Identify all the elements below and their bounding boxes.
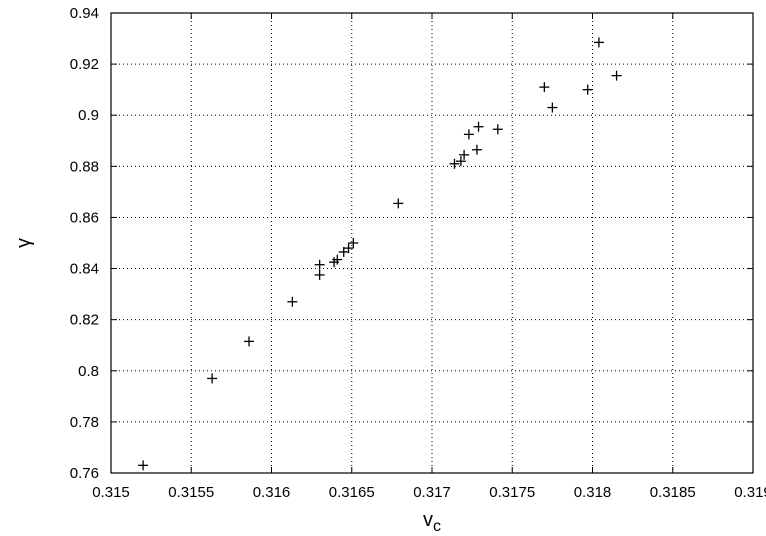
y-tick-label: 0.92 <box>70 56 99 73</box>
y-tick-labels: 0.76 0.78 0.8 0.82 0.84 0.86 0.88 0.9 0.92 0.94 <box>70 5 99 482</box>
data-point <box>547 102 558 113</box>
data-point <box>244 336 255 347</box>
data-point <box>287 296 298 307</box>
y-tick-label: 0.84 <box>70 261 99 278</box>
x-tick-labels: 0.315 0.3155 0.316 0.3165 0.317 0.3175 0.318 0.… <box>92 484 766 501</box>
data-point <box>393 198 404 209</box>
y-tick-label: 0.88 <box>70 158 99 175</box>
data-point <box>449 158 460 169</box>
y-tick-label: 0.9 <box>78 107 99 124</box>
y-tick-label: 0.76 <box>70 465 99 482</box>
grid <box>111 13 753 473</box>
x-tick-label: 0.317 <box>413 484 451 501</box>
x-tick-label: 0.3175 <box>489 484 535 501</box>
data-point <box>314 259 325 270</box>
y-axis-label: γ <box>13 238 35 248</box>
y-tick-label: 0.78 <box>70 414 99 431</box>
data-point <box>343 243 354 254</box>
data-point <box>492 124 503 135</box>
y-tick-label: 0.82 <box>70 312 99 329</box>
y-tick-label: 0.8 <box>78 363 99 380</box>
data-point <box>473 121 484 132</box>
data-point <box>593 37 604 48</box>
data-point <box>455 156 466 167</box>
y-tick-label: 0.86 <box>70 209 99 226</box>
plot-frame <box>110 12 754 474</box>
x-tick-label: 0.3155 <box>168 484 214 501</box>
x-axis-label-subscript: c <box>433 518 441 535</box>
data-point <box>611 70 622 81</box>
x-axis-label-main: v <box>423 509 433 531</box>
x-tick-label: 0.3165 <box>329 484 375 501</box>
data-points <box>138 37 622 471</box>
data-point <box>459 149 470 160</box>
data-point <box>463 129 474 140</box>
x-tick-label: 0.319 <box>734 484 766 501</box>
x-axis-label: vc <box>423 509 441 535</box>
data-point <box>539 82 550 93</box>
data-point <box>332 254 343 265</box>
data-point <box>348 238 359 248</box>
data-point <box>471 144 482 155</box>
x-tick-label: 0.315 <box>92 484 130 501</box>
data-point <box>582 84 593 95</box>
x-tick-label: 0.3185 <box>650 484 696 501</box>
data-point <box>207 373 218 384</box>
y-tick-label: 0.94 <box>70 5 99 22</box>
data-point <box>138 460 149 471</box>
x-tick-label: 0.316 <box>253 484 291 501</box>
x-tick-label: 0.318 <box>574 484 612 501</box>
data-point <box>314 269 325 280</box>
axis-ticks <box>110 12 754 474</box>
